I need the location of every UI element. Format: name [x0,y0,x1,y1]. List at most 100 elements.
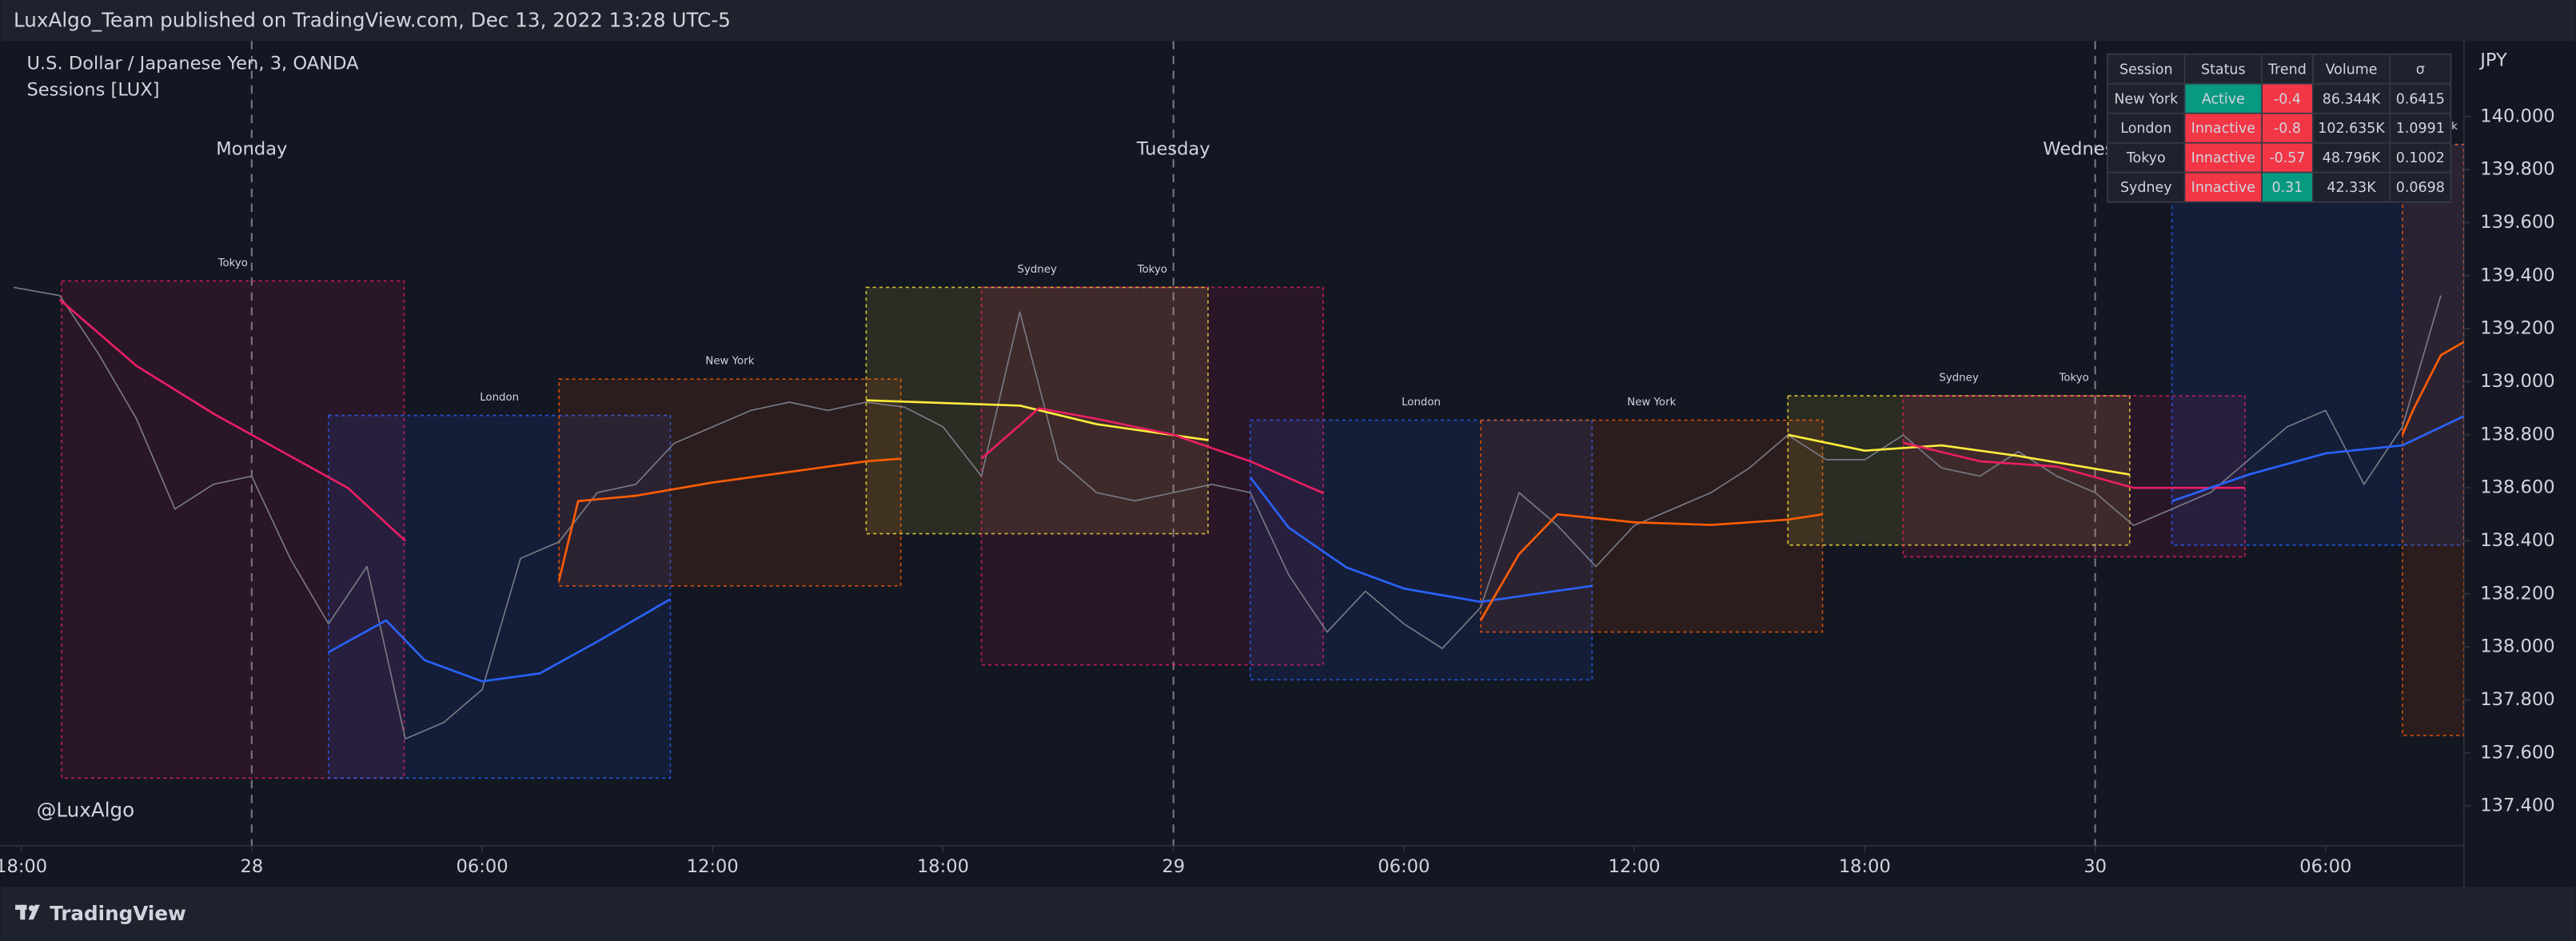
table-cell [2183,171,2263,203]
session-average [980,407,1324,495]
session-label: Tokyo [2058,372,2088,384]
table-cell [2261,82,2314,114]
x-tick-label: 12:00 [687,856,739,877]
header-text: σ [2416,62,2425,78]
chart-title: U.S. Dollar / Japanese Yen, 3, OANDA [26,54,359,74]
table-cell-text: Innactive [2191,121,2255,137]
y-tick-label: 138.800 [2480,424,2554,445]
session-box [61,280,405,780]
y-tick-label: 139.000 [2480,371,2554,392]
table-cell-text: Tokyo [2126,150,2166,166]
session-average [58,298,406,542]
x-tick-label: 06:00 [457,856,508,877]
session-average [1788,433,2131,476]
y-tick-label: 139.600 [2480,212,2554,233]
table-cell [2311,82,2391,114]
indicator-name: Sessions [LUX] [26,79,159,100]
y-tick-label: 139.400 [2480,265,2554,285]
session-box [980,286,1324,666]
table-cell [2311,171,2391,203]
table-cell-text: Active [2202,91,2245,107]
table-cell-text: -0.8 [2274,121,2301,137]
session-label: London [1402,397,1441,409]
y-tick-label: 137.800 [2480,689,2554,710]
y-tick-label: 138.600 [2480,477,2554,498]
table-cell [2261,142,2314,173]
session-label: Sydney [1939,372,1979,384]
x-tick-label: 06:00 [1378,856,1430,877]
session-box [1249,419,1593,681]
table-cell [2107,171,2186,203]
table-cell-text: -0.57 [2269,150,2305,166]
session-label: New York [1627,397,1676,409]
table-cell-text: 0.0698 [2396,180,2445,196]
x-tick-label: 29 [1162,856,1185,877]
table-cell-text: New York [2114,91,2179,107]
session-box [558,378,902,587]
header-text: Session [2119,62,2173,78]
session-table: Session Status Trend Volume σ New York Active -… [2106,53,2452,203]
header-text: Volume [2326,62,2378,78]
header-text: Trend [2267,62,2307,78]
session-average [328,598,672,683]
y-tick-label: 138.000 [2480,636,2554,657]
table-cell-text: London [2120,121,2171,137]
table-cell-text: 0.6415 [2396,91,2445,107]
header-text: LuxAlgo_Team published on TradingView.co… [14,9,731,32]
session-average [1249,476,1593,604]
session-average [866,399,1209,441]
header-text: Status [2201,62,2246,78]
y-tick-label: 137.600 [2480,742,2554,763]
session-average [557,457,901,581]
table-cell-text: Innactive [2191,180,2255,196]
header-cell [2261,53,2314,85]
table-cell-text: 1.0991 [2396,121,2445,137]
table-cell-text: 42.33K [2327,180,2376,196]
y-axis-label: JPY [2478,50,2507,71]
x-tick-label: 30 [2084,856,2107,877]
table-cell [2107,142,2186,173]
watermark: @LuxAlgo [37,799,134,822]
table-cell-text: 0.1002 [2396,150,2445,166]
table-cell-text: Innactive [2191,150,2255,166]
x-tick-label: 18:00 [917,856,969,877]
session-box [2171,143,2464,546]
session-label: Sydney [1017,264,1057,276]
table-cell-text: Sydney [2120,180,2172,196]
table-cell-text: 48.796K [2323,150,2381,166]
table-cell [2261,171,2314,203]
x-tick-label: 06:00 [2299,856,2351,877]
session-average [2171,415,2464,503]
price-line [14,286,2442,740]
table-cell [2183,142,2263,173]
table-cell [2311,112,2391,144]
session-average [1903,441,2245,489]
table-cell [2389,82,2452,114]
x-tick-label: 28 [240,856,263,877]
y-tick-label: 140.000 [2480,106,2554,126]
y-tick-label: 138.400 [2480,530,2554,551]
session-label: London [480,392,519,404]
y-tick-label: 139.200 [2480,318,2554,339]
session-box [1480,419,1824,633]
table-cell [2389,171,2452,203]
table-cell-text: -0.4 [2274,91,2301,107]
session-label: Tokyo [1137,264,1167,276]
footer-bar [0,887,2576,941]
session-box [328,414,672,780]
x-tick-label: 18:00 [1839,856,1891,877]
session-average [2401,341,2464,436]
session-average [1479,512,1823,621]
session-box [1902,395,2246,558]
table-cell [2389,142,2452,173]
day-label: Monday [216,138,287,159]
y-tick-label: 139.800 [2480,159,2554,180]
x-tick-label: 18:00 [0,856,47,877]
x-tick-label: 12:00 [1609,856,1661,877]
y-tick-label: 137.400 [2480,795,2554,816]
table-cell-text: 102.635K [2318,121,2385,137]
header-bar [0,0,2576,42]
table-cell-text: 0.31 [2272,180,2303,196]
